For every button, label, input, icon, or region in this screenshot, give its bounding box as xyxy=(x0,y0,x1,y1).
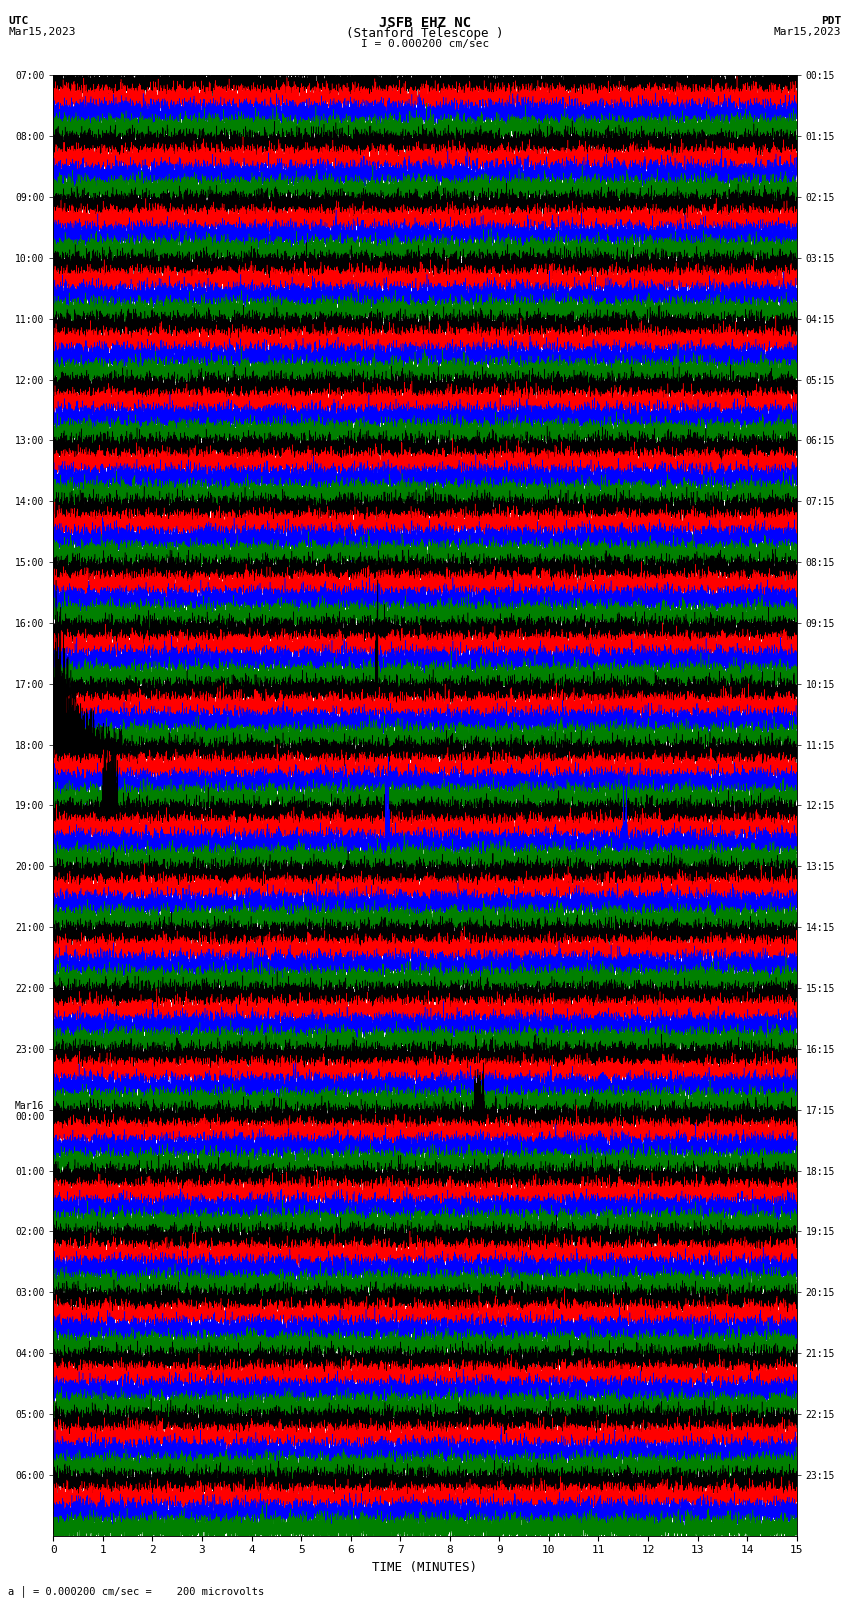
Text: PDT: PDT xyxy=(821,16,842,26)
Text: Mar15,2023: Mar15,2023 xyxy=(8,27,76,37)
Text: UTC: UTC xyxy=(8,16,29,26)
Text: JSFB EHZ NC: JSFB EHZ NC xyxy=(379,16,471,31)
Text: I = 0.000200 cm/sec: I = 0.000200 cm/sec xyxy=(361,39,489,48)
X-axis label: TIME (MINUTES): TIME (MINUTES) xyxy=(372,1561,478,1574)
Text: a │ = 0.000200 cm/sec =    200 microvolts: a │ = 0.000200 cm/sec = 200 microvolts xyxy=(8,1586,264,1597)
Text: (Stanford Telescope ): (Stanford Telescope ) xyxy=(346,27,504,40)
Text: Mar15,2023: Mar15,2023 xyxy=(774,27,842,37)
